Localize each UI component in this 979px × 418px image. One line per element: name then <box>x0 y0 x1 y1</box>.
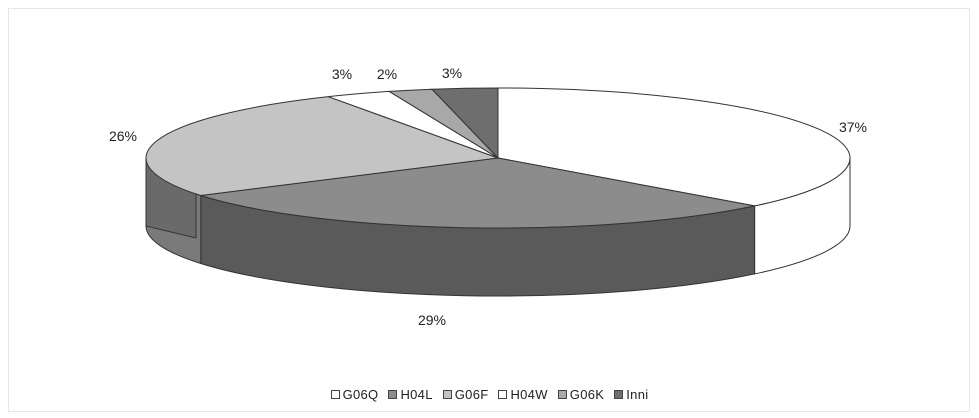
legend-label: Inni <box>626 387 649 402</box>
legend-swatch <box>557 390 567 399</box>
legend-label: H04L <box>400 387 433 402</box>
chart-frame <box>8 8 970 412</box>
data-label-g06f: 26% <box>109 128 137 144</box>
legend-item-h04w: H04W <box>498 387 547 402</box>
legend-item-g06q: G06Q <box>330 387 379 402</box>
pie-labels: 37% 29% 26% 3% 2% 3% <box>109 65 867 328</box>
legend-label: G06F <box>454 387 489 402</box>
data-label-inni: 3% <box>442 65 462 81</box>
data-label-g06q: 37% <box>839 119 867 135</box>
pie-slice-g06f <box>145 96 499 197</box>
legend-item-g06f: G06F <box>442 387 489 402</box>
legend-label: G06K <box>569 387 605 402</box>
legend-swatch <box>498 390 508 399</box>
pie-tops <box>145 87 851 229</box>
legend-item-inni: Inni <box>614 387 648 402</box>
legend-swatch <box>388 390 398 399</box>
legend-label: G06Q <box>342 387 379 402</box>
data-label-h04w: 3% <box>332 66 352 82</box>
data-label-g06k: 2% <box>377 66 397 82</box>
legend-swatch <box>330 390 340 399</box>
data-label-h04l: 29% <box>418 312 446 328</box>
legend-item-h04l: H04L <box>388 387 432 402</box>
legend: G06Q H04L G06F H04W G06K Inni <box>0 387 979 402</box>
legend-swatch <box>442 390 452 399</box>
legend-swatch <box>614 390 624 399</box>
pie-slice-inni <box>430 87 499 160</box>
pie-slice-g06q <box>497 87 851 207</box>
legend-label: H04W <box>510 387 548 402</box>
pie-slice-h04l <box>200 157 755 229</box>
legend-item-g06k: G06K <box>557 387 605 402</box>
